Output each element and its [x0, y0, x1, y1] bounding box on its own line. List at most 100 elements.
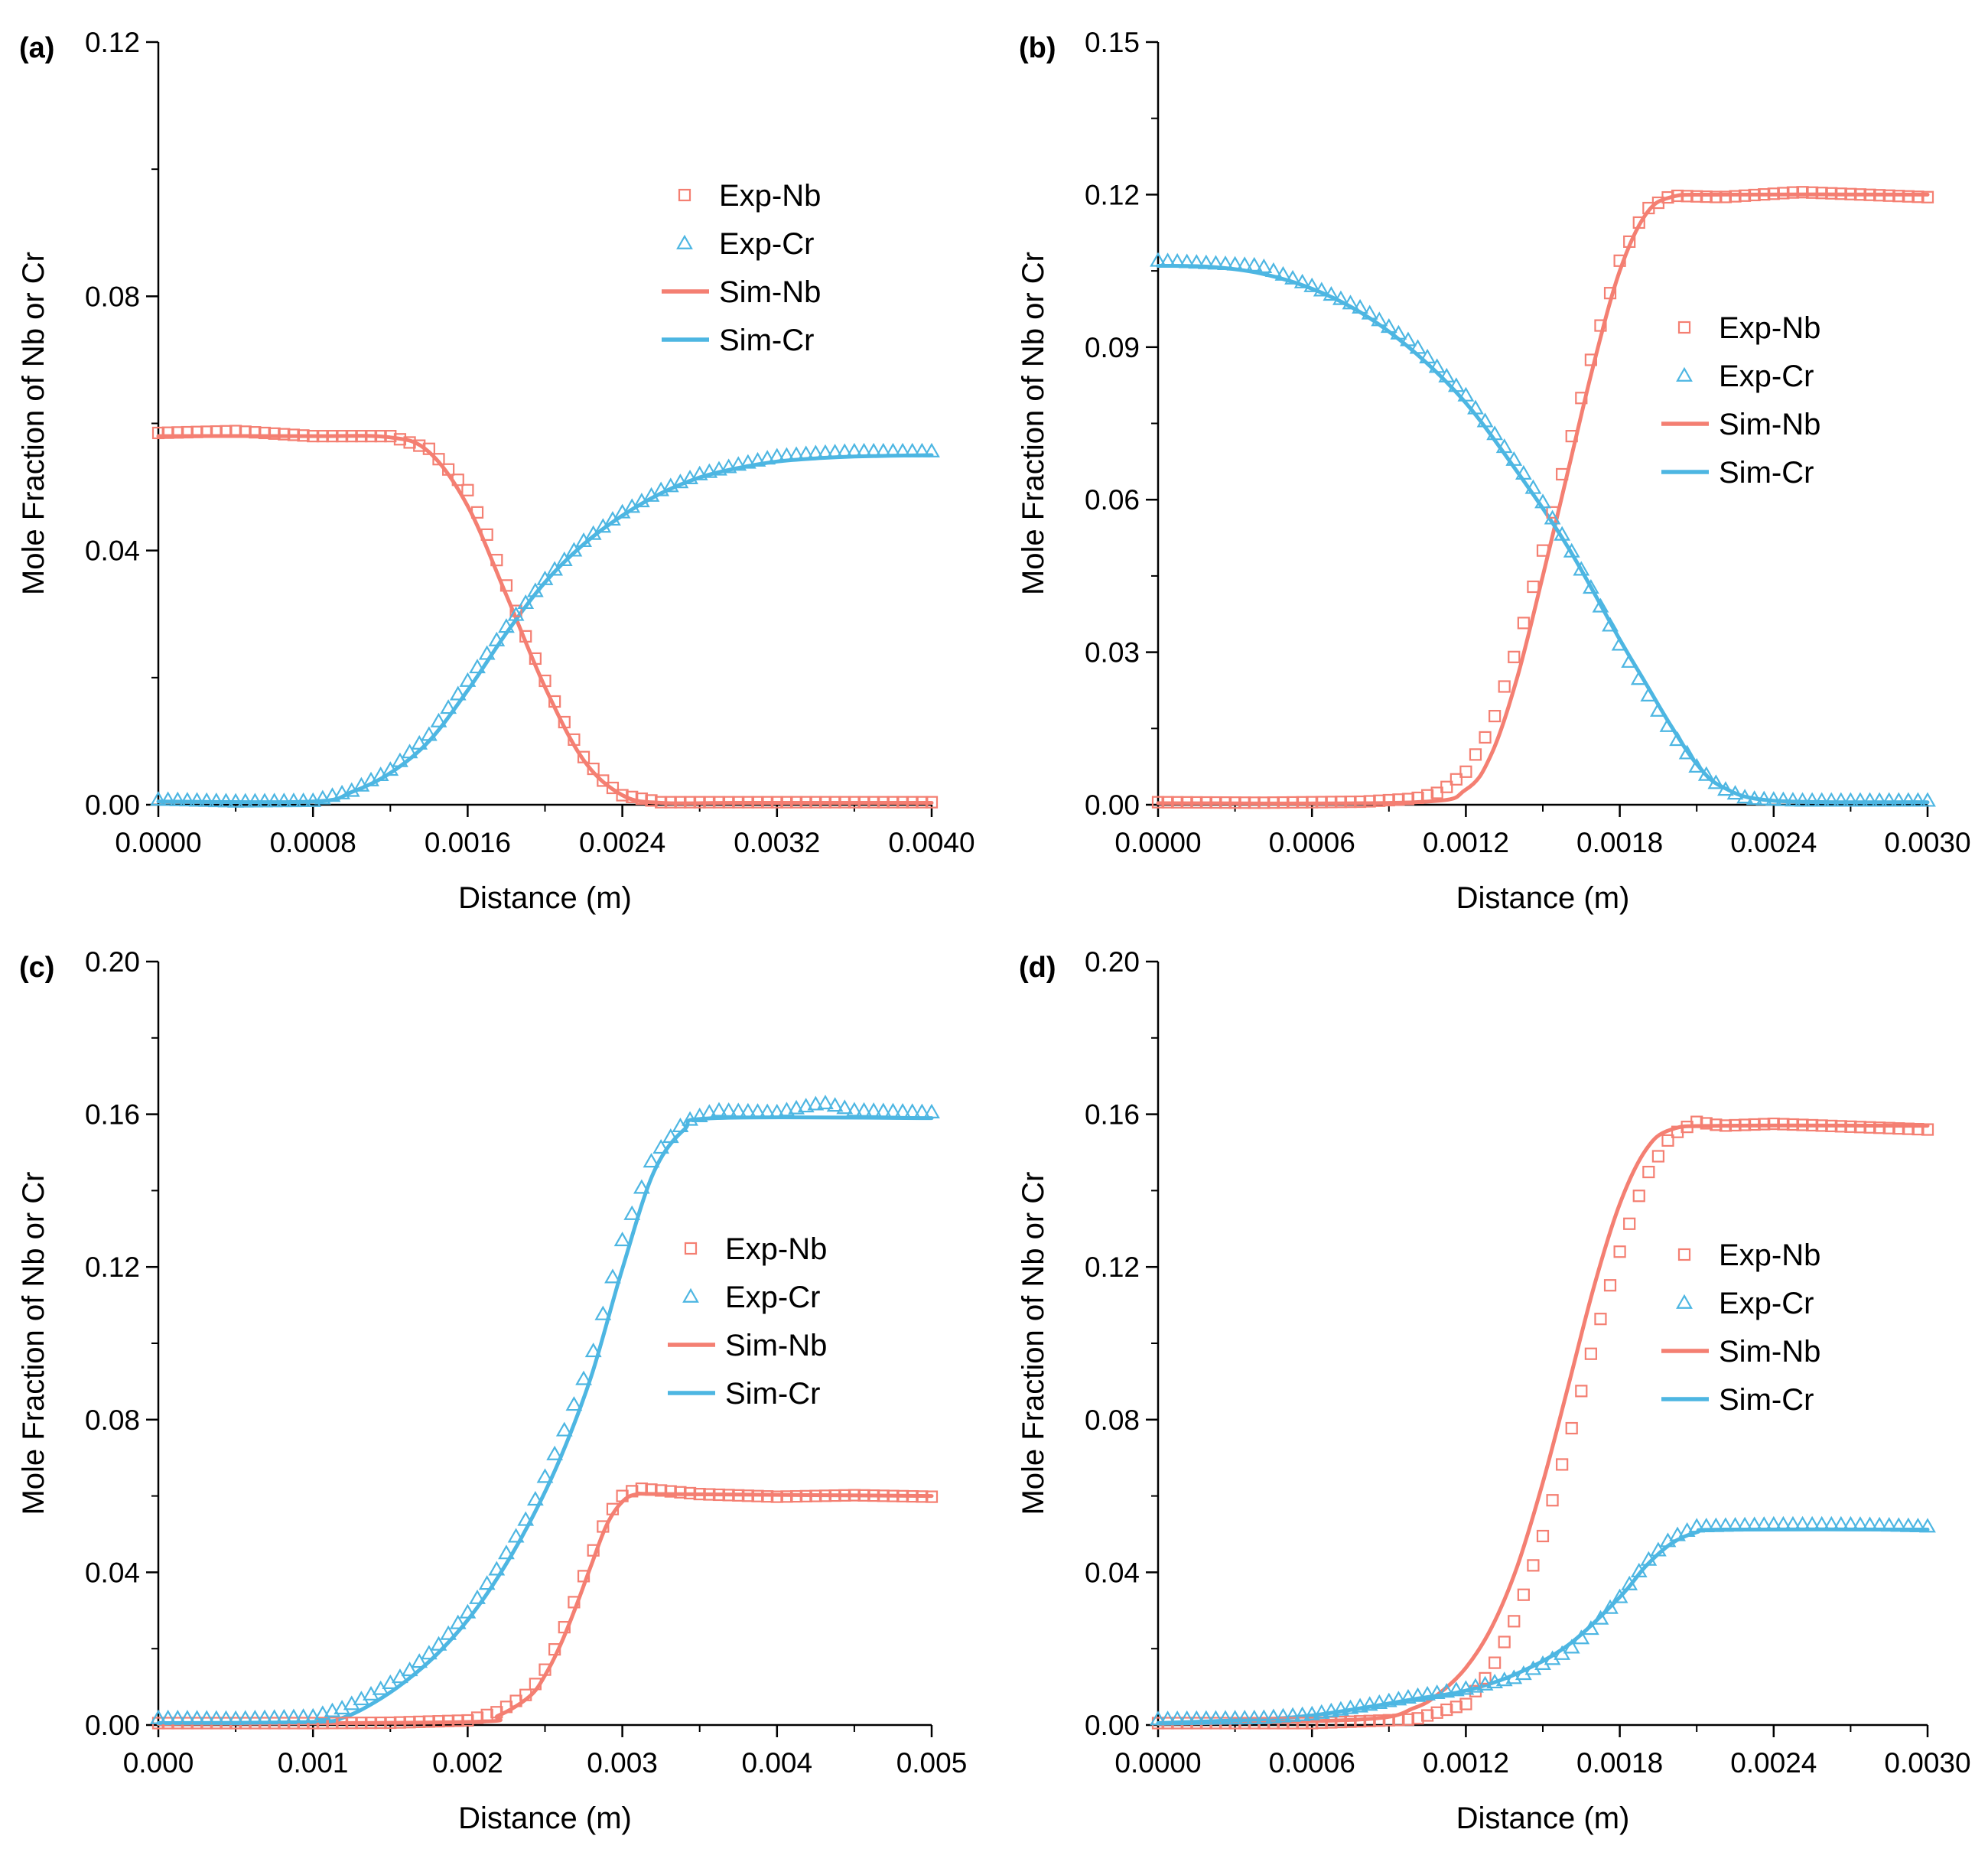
data-point — [1284, 1707, 1301, 1722]
data-point — [1447, 377, 1465, 392]
data-point — [1565, 430, 1578, 443]
y-tick-label: 0.20 — [85, 946, 140, 978]
data-point — [857, 796, 870, 809]
data-point — [1447, 1681, 1465, 1697]
data-point — [1630, 670, 1648, 685]
data-point — [1438, 1683, 1456, 1698]
data-point — [1582, 1620, 1599, 1636]
data-point — [220, 425, 233, 438]
data-point — [604, 510, 621, 526]
data-point — [626, 1485, 639, 1498]
legend-label: Sim-Cr — [1719, 1383, 1814, 1417]
legend: Exp-Nb Exp-Cr Sim-Nb Sim-Cr — [662, 179, 821, 357]
data-point — [442, 463, 455, 476]
data-point — [1700, 190, 1713, 203]
x-tick-label: 0.0012 — [1423, 1747, 1509, 1779]
data-point — [1621, 1575, 1638, 1590]
data-point — [643, 1153, 660, 1168]
data-point — [913, 442, 931, 457]
data-point — [1921, 190, 1934, 203]
x-tick-label: 0.0032 — [734, 827, 820, 858]
data-point — [1188, 1710, 1205, 1725]
y-tick-label: 0.06 — [1085, 484, 1140, 516]
x-tick-label: 0.0008 — [270, 827, 356, 858]
data-point — [1880, 792, 1898, 807]
data-point — [314, 1705, 331, 1720]
data-point — [711, 1102, 727, 1117]
x-tick-label: 0.0000 — [1114, 1747, 1201, 1779]
data-point — [1873, 1121, 1886, 1134]
data-point — [761, 796, 774, 809]
data-point — [1796, 1118, 1809, 1131]
data-point — [287, 428, 301, 441]
data-point — [780, 1490, 793, 1503]
data-point — [307, 430, 320, 443]
data-point — [732, 796, 745, 809]
data-point — [1390, 1691, 1407, 1706]
data-point — [374, 430, 387, 443]
chart-panel-d: (d) 0.00 0.04 0.08 0.12 0.16 0.20 0.0000 0.0006 0… — [1017, 946, 1971, 1835]
data-point — [1758, 1118, 1771, 1131]
data-point — [1823, 1515, 1840, 1531]
x-tick-label: 0.0012 — [1423, 827, 1509, 858]
data-point — [1267, 796, 1280, 809]
data-point — [1199, 796, 1212, 809]
data-point — [393, 433, 407, 446]
data-point — [867, 1489, 880, 1502]
data-point — [1611, 1588, 1628, 1603]
data-point — [703, 796, 716, 809]
data-point — [324, 1702, 341, 1717]
data-point — [1505, 451, 1523, 466]
data-point — [1861, 792, 1879, 807]
data-point — [683, 796, 697, 809]
data-point — [1265, 1708, 1282, 1723]
data-point — [275, 1708, 293, 1723]
y-axis-label: Mole Fraction of Nb or Cr — [1017, 252, 1050, 595]
data-point — [1726, 1517, 1744, 1532]
data-point — [674, 796, 687, 809]
data-point — [587, 1544, 600, 1557]
data-point — [741, 1489, 754, 1502]
legend-label: Exp-Cr — [1719, 360, 1814, 393]
data-point — [587, 762, 600, 776]
legend-label: Sim-Nb — [725, 1329, 827, 1362]
data-point — [1834, 187, 1847, 200]
data-point — [1238, 796, 1251, 809]
data-point — [1401, 1713, 1415, 1726]
data-point — [1852, 1516, 1869, 1531]
data-point — [1669, 731, 1686, 747]
data-point — [836, 443, 854, 458]
data-point — [1450, 773, 1463, 786]
data-point — [1527, 1559, 1540, 1572]
data-point — [1861, 1516, 1879, 1531]
data-point — [1786, 1118, 1800, 1131]
data-point — [529, 1678, 542, 1691]
data-point — [1277, 796, 1290, 809]
data-point — [449, 1614, 467, 1629]
data-point — [568, 733, 581, 746]
data-point — [739, 1102, 756, 1118]
series-line-sim-cr — [156, 453, 934, 805]
data-point — [1892, 1122, 1905, 1135]
data-point — [701, 463, 718, 478]
data-point — [355, 430, 368, 443]
data-point — [1197, 254, 1215, 269]
data-point — [1296, 1717, 1309, 1730]
data-point — [1169, 1710, 1186, 1726]
data-point — [635, 793, 648, 806]
data-point — [1332, 290, 1349, 305]
data-point — [664, 1485, 677, 1498]
data-point — [1420, 789, 1434, 802]
data-point — [701, 1104, 718, 1119]
x-tick-label: 0.003 — [587, 1747, 658, 1779]
data-point — [507, 606, 525, 621]
series-markers-exp-nb — [1151, 1115, 1934, 1730]
data-point — [538, 674, 551, 688]
data-point — [1584, 353, 1597, 366]
data-point — [568, 1596, 581, 1609]
data-point — [1592, 597, 1609, 613]
data-point — [1534, 493, 1551, 509]
data-point — [741, 796, 754, 809]
data-point — [1697, 1517, 1715, 1533]
y-tick-label: 0.20 — [1085, 946, 1140, 978]
